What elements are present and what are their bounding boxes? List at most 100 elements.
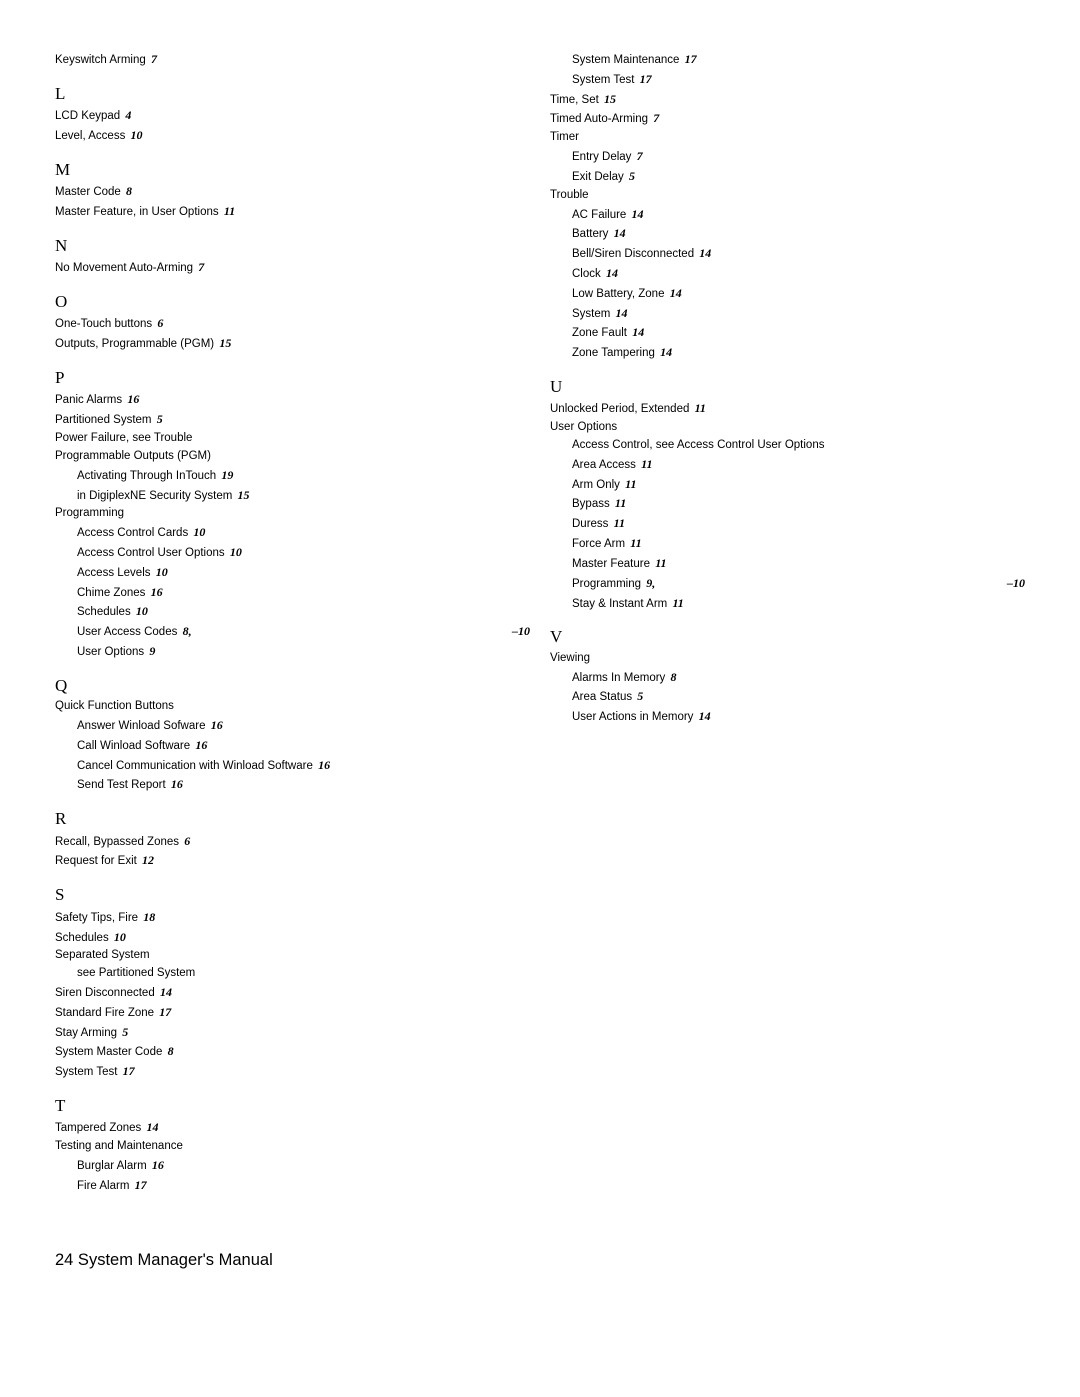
left-column: Keyswitch Arming 7LLCD Keypad 4Level, Ac… xyxy=(55,50,530,1196)
entry-text: Time, Set xyxy=(550,94,599,106)
index-entry: Viewing xyxy=(550,650,1025,668)
page-number: 11 xyxy=(672,596,683,610)
index-entry: Exit Delay 5 xyxy=(550,167,1025,187)
entry-text: Access Control Cards xyxy=(77,527,188,539)
entry-text: Fire Alarm xyxy=(77,1180,129,1192)
entry-text: System Maintenance xyxy=(572,54,679,66)
section-letter: N xyxy=(55,236,530,256)
page-number: 11 xyxy=(695,401,706,415)
entry-text: Zone Tampering xyxy=(572,347,655,359)
entry-text: Timed Auto-Arming xyxy=(550,113,648,125)
page-number: 16 xyxy=(195,738,207,752)
index-entry: Stay Arming 5 xyxy=(55,1023,530,1043)
entry-text: System Master Code xyxy=(55,1046,162,1058)
page-number: 11 xyxy=(630,536,641,550)
entry-text: Recall, Bypassed Zones xyxy=(55,836,179,848)
entry-text: Access Control User Options xyxy=(77,547,225,559)
page-number: 14 xyxy=(660,345,672,359)
index-entry: –10User Access Codes 8, xyxy=(55,622,530,642)
page-number: 7 xyxy=(637,149,643,163)
entry-text: Access Levels xyxy=(77,567,151,579)
entry-text: Zone Fault xyxy=(572,327,627,339)
entry-text: Access Control, see Access Control User … xyxy=(572,439,824,451)
page-number: 14 xyxy=(160,985,172,999)
page-footer: 24 System Manager's Manual xyxy=(55,1251,1025,1270)
index-entry: Access Levels 10 xyxy=(55,563,530,583)
page-number: 9 xyxy=(149,644,155,658)
entry-text: Entry Delay xyxy=(572,151,631,163)
entry-text: Trouble xyxy=(550,189,589,201)
entry-text: AC Failure xyxy=(572,209,626,221)
page-number: 11 xyxy=(625,477,636,491)
index-entry: Schedules 10 xyxy=(55,602,530,622)
entry-text: System xyxy=(572,308,610,320)
entry-text: Stay & Instant Arm xyxy=(572,598,667,610)
index-entry: Trouble xyxy=(550,187,1025,205)
entry-text: Master Feature xyxy=(572,558,650,570)
entry-text: Clock xyxy=(572,268,601,280)
page-number: 12 xyxy=(142,853,154,867)
entry-text: User Options xyxy=(77,646,144,658)
index-entry: Fire Alarm 17 xyxy=(55,1176,530,1196)
section-letter: M xyxy=(55,160,530,180)
page-number: 11 xyxy=(615,496,626,510)
page-number: 11 xyxy=(641,457,652,471)
page-number: 17 xyxy=(135,1178,147,1192)
entry-text: User Options xyxy=(550,421,617,433)
index-entry: Zone Tampering 14 xyxy=(550,343,1025,363)
page-number: 8 xyxy=(168,1044,174,1058)
entry-text: Partitioned System xyxy=(55,414,152,426)
page-number: 11 xyxy=(655,556,666,570)
page-range-end: –10 xyxy=(1007,574,1025,593)
index-entry: Programmable Outputs (PGM) xyxy=(55,448,530,466)
entry-text: Keyswitch Arming xyxy=(55,54,146,66)
index-entry: Alarms In Memory 8 xyxy=(550,668,1025,688)
index-entry: Recall, Bypassed Zones 6 xyxy=(55,832,530,852)
entry-text: Answer Winload Sofware xyxy=(77,720,205,732)
index-entry: Partitioned System 5 xyxy=(55,410,530,430)
index-entry: Call Winload Software 16 xyxy=(55,736,530,756)
index-entry: Area Access 11 xyxy=(550,455,1025,475)
index-entry: Master Feature 11 xyxy=(550,554,1025,574)
entry-text: Programmable Outputs (PGM) xyxy=(55,450,211,462)
entry-text: Request for Exit xyxy=(55,855,137,867)
page-number: 4 xyxy=(125,108,131,122)
index-entry: Access Control User Options 10 xyxy=(55,543,530,563)
page-number: 5 xyxy=(157,412,163,426)
index-entry: One-Touch buttons 6 xyxy=(55,314,530,334)
entry-text: Chime Zones xyxy=(77,587,145,599)
page-number: 7 xyxy=(198,260,204,274)
index-entry: Schedules 10 xyxy=(55,928,530,948)
index-entry: Low Battery, Zone 14 xyxy=(550,284,1025,304)
page-number: 17 xyxy=(123,1064,135,1078)
index-entry: Testing and Maintenance xyxy=(55,1138,530,1156)
index-entry: –10Programming 9, xyxy=(550,574,1025,594)
entry-text: Send Test Report xyxy=(77,779,166,791)
index-entry: Programming xyxy=(55,505,530,523)
index-entry: Separated System xyxy=(55,947,530,965)
page-number: 8, xyxy=(183,624,192,638)
entry-text: Unlocked Period, Extended xyxy=(550,403,689,415)
section-letter: T xyxy=(55,1096,530,1116)
entry-text: Outputs, Programmable (PGM) xyxy=(55,338,214,350)
index-entry: Stay & Instant Arm 11 xyxy=(550,594,1025,614)
page-number: 16 xyxy=(152,1158,164,1172)
entry-text: Duress xyxy=(572,518,608,530)
page-number: 15 xyxy=(238,488,250,502)
page-number: 16 xyxy=(318,758,330,772)
index-entry: Entry Delay 7 xyxy=(550,147,1025,167)
entry-text: Master Code xyxy=(55,186,121,198)
index-entry: Outputs, Programmable (PGM) 15 xyxy=(55,334,530,354)
entry-text: Testing and Maintenance xyxy=(55,1140,183,1152)
page-number: 10 xyxy=(114,930,126,944)
section-letter: U xyxy=(550,377,1025,397)
index-columns: Keyswitch Arming 7LLCD Keypad 4Level, Ac… xyxy=(55,50,1025,1196)
entry-text: User Actions in Memory xyxy=(572,711,693,723)
index-entry: Master Code 8 xyxy=(55,182,530,202)
page-number: 6 xyxy=(184,834,190,848)
index-entry: Duress 11 xyxy=(550,514,1025,534)
entry-text: Low Battery, Zone xyxy=(572,288,664,300)
entry-text: Master Feature, in User Options xyxy=(55,206,219,218)
index-entry: User Options 9 xyxy=(55,642,530,662)
page-number: 8 xyxy=(126,184,132,198)
